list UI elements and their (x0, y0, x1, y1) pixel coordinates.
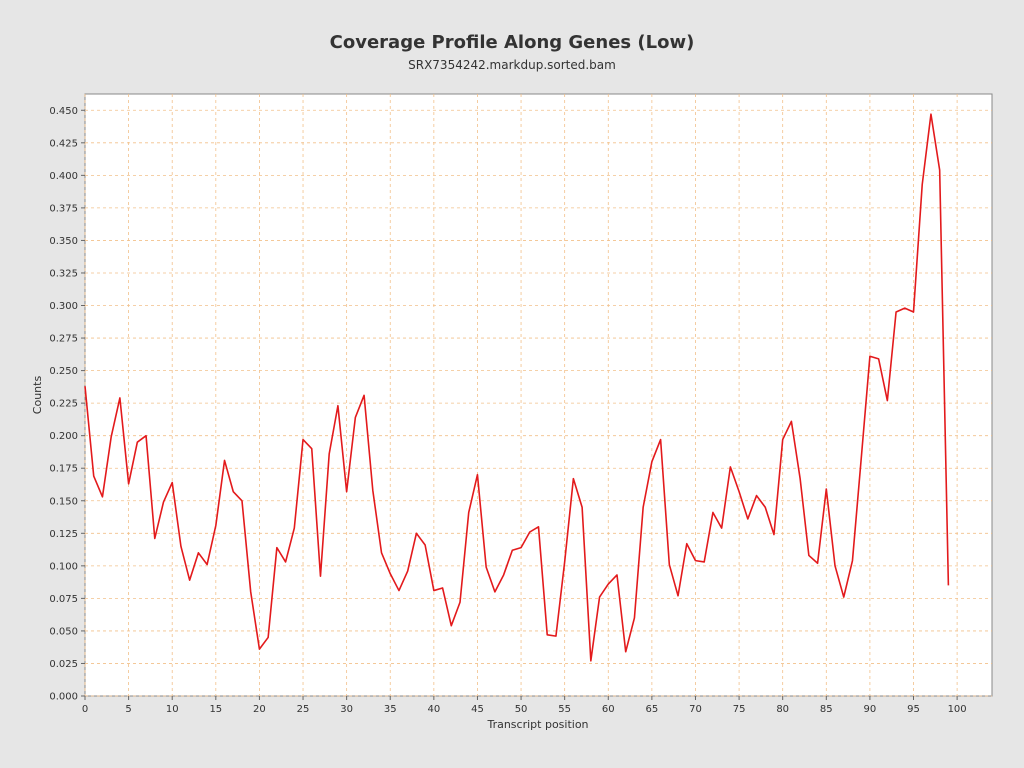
x-axis-label: Transcript position (486, 718, 588, 731)
x-tick-label: 90 (864, 704, 877, 715)
x-tick-label: 25 (297, 704, 310, 715)
axes: 0 5 10 15 20 25 30 35 40 45 50 55 60 65 70 75 80 85 90 95 10… (49, 106, 966, 715)
y-tick-label: 0.150 (49, 496, 78, 507)
y-tick-label: 0.100 (49, 561, 78, 572)
x-tick-label: 70 (689, 704, 702, 715)
chart-subtitle: SRX7354242.markdup.sorted.bam (408, 58, 616, 72)
y-tick-label: 0.025 (49, 659, 78, 670)
x-tick-label: 5 (125, 704, 131, 715)
x-tick-label: 15 (209, 704, 222, 715)
x-tick-label: 85 (820, 704, 833, 715)
grid (84, 94, 992, 697)
y-tick-label: 0.125 (49, 529, 78, 540)
y-tick-label: 0.375 (49, 203, 78, 214)
y-tick-label: 0.450 (49, 106, 78, 117)
x-tick-label: 100 (948, 704, 967, 715)
y-tick-label: 0.225 (49, 399, 78, 410)
y-tick-label: 0.325 (49, 268, 78, 279)
chart-title: Coverage Profile Along Genes (Low) (330, 32, 695, 53)
x-tick-label: 95 (907, 704, 920, 715)
y-tick-label: 0.050 (49, 626, 78, 637)
y-tick-label: 0.300 (49, 301, 78, 312)
y-tick-label: 0.425 (49, 138, 78, 149)
x-tick-label: 35 (384, 704, 397, 715)
x-tick-label: 40 (427, 704, 440, 715)
x-tick-label: 45 (471, 704, 484, 715)
x-tick-label: 20 (253, 704, 266, 715)
x-tick-label: 50 (515, 704, 528, 715)
series-layer (84, 113, 950, 662)
x-tick-label: 80 (776, 704, 789, 715)
y-tick-label: 0.075 (49, 594, 78, 605)
y-tick-label: 0.000 (49, 692, 78, 703)
y-tick-label: 0.400 (49, 171, 78, 182)
y-tick-label: 0.275 (49, 334, 78, 345)
x-tick-label: 75 (733, 704, 746, 715)
x-tick-label: 0 (82, 704, 88, 715)
x-tick-label: 65 (646, 704, 659, 715)
y-tick-label: 0.175 (49, 464, 78, 475)
plot-area (84, 93, 993, 697)
y-tick-label: 0.250 (49, 366, 78, 377)
x-tick-label: 60 (602, 704, 615, 715)
coverage-series-line (84, 113, 950, 662)
y-tick-label: 0.350 (49, 236, 78, 247)
x-tick-label: 55 (558, 704, 571, 715)
x-tick-label: 30 (340, 704, 353, 715)
y-axis-label: Counts (31, 376, 44, 415)
y-tick-label: 0.200 (49, 431, 78, 442)
x-tick-label: 10 (166, 704, 179, 715)
